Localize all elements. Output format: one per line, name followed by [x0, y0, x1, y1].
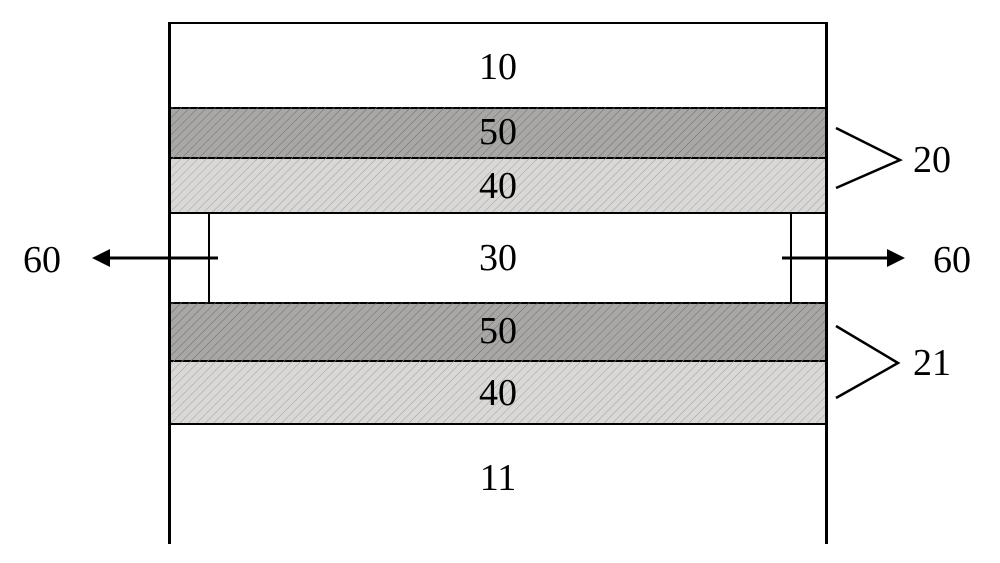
- brace-brace21: [836, 326, 898, 398]
- layer-label-lower_dark: 50: [479, 309, 517, 353]
- layer-label-upper_light: 40: [479, 164, 517, 208]
- brace-label-brace20: 20: [913, 138, 951, 182]
- layer-label-middle_blank: 30: [479, 236, 517, 280]
- brace-brace20: [836, 128, 900, 188]
- brace-label-brace21: 21: [913, 341, 951, 385]
- layer-label-top_blank: 10: [479, 45, 517, 89]
- diagram-canvas: { "frame": { "x": 168, "y": 22, "w": 660…: [0, 0, 1000, 563]
- layer-label-upper_dark: 50: [479, 110, 517, 154]
- arrow-head-arrow_left: [92, 249, 110, 267]
- layer-label-bottom_blank: 11: [480, 456, 517, 500]
- arrow-label-arrow_left: 60: [23, 238, 61, 282]
- arrow-head-arrow_right: [887, 249, 905, 267]
- layer-label-lower_light: 40: [479, 371, 517, 415]
- arrow-label-arrow_right: 60: [933, 238, 971, 282]
